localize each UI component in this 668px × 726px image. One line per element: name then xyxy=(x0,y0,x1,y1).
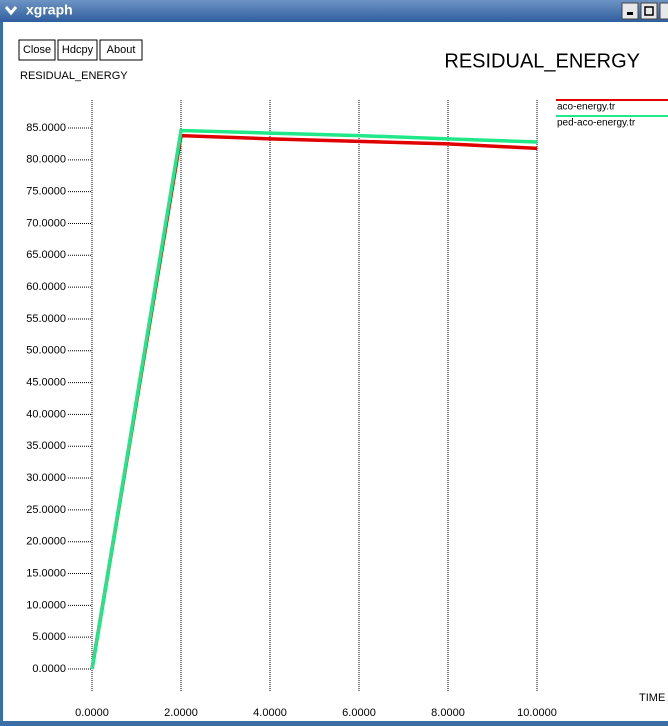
y-tick-label: 35.0000 xyxy=(26,440,66,452)
window-left-border xyxy=(0,22,3,726)
y-tick-label: 60.0000 xyxy=(26,281,66,293)
x-axis-label: TIME xyxy=(639,692,665,704)
data-line xyxy=(90,128,538,670)
about-button-label[interactable]: About xyxy=(107,44,136,56)
x-tick-label: 4.0000 xyxy=(253,707,287,719)
y-tick-label: 80.0000 xyxy=(26,154,66,166)
y-tick-label: 40.0000 xyxy=(26,408,66,420)
window-title: xgraph xyxy=(26,2,73,18)
y-tick-label: 10.0000 xyxy=(26,599,66,611)
x-tick-label: 8.0000 xyxy=(431,707,465,719)
y-tick-label: 55.0000 xyxy=(26,313,66,325)
x-tick-label: 0.0000 xyxy=(75,707,109,719)
y-tick-label: 65.0000 xyxy=(26,249,66,261)
y-tick-label: 70.0000 xyxy=(26,217,66,229)
y-tick-label: 45.0000 xyxy=(26,376,66,388)
y-tick-label: 15.0000 xyxy=(26,567,66,579)
y-tick-label: 75.0000 xyxy=(26,186,66,198)
close-button[interactable] xyxy=(18,39,56,61)
y-tick-label: 20.0000 xyxy=(26,536,66,548)
legend-label: aco-energy.tr xyxy=(557,102,616,113)
about-button[interactable] xyxy=(99,39,143,61)
minimize-icon xyxy=(627,12,633,15)
maximize-icon xyxy=(644,6,654,16)
y-tick-label: 85.0000 xyxy=(26,122,66,134)
window-menu-icon[interactable] xyxy=(4,6,18,16)
close-button-label[interactable]: Close xyxy=(23,44,51,56)
legend-label: ped-aco-energy.tr xyxy=(557,118,636,129)
y-axis-label: RESIDUAL_ENERGY xyxy=(20,70,128,82)
close-window-button[interactable] xyxy=(659,2,668,20)
y-tick-label: 0.0000 xyxy=(32,663,66,675)
y-tick-label: 30.0000 xyxy=(26,472,66,484)
x-tick-label: 10.0000 xyxy=(517,707,557,719)
window-bottom-border xyxy=(0,721,668,726)
title-bar xyxy=(0,0,668,22)
y-tick-label: 50.0000 xyxy=(26,345,66,357)
y-tick-label: 25.0000 xyxy=(26,504,66,516)
hdcpy-button[interactable] xyxy=(57,39,98,61)
x-tick-label: 2.0000 xyxy=(164,707,198,719)
x-tick-label: 6.0000 xyxy=(342,707,376,719)
chart-title: RESIDUAL_ENERGY xyxy=(444,50,640,72)
y-tick-label: 5.0000 xyxy=(32,631,66,643)
hdcpy-button-label[interactable]: Hdcpy xyxy=(62,44,94,56)
minimize-button[interactable] xyxy=(621,2,639,20)
maximize-button[interactable] xyxy=(640,2,658,20)
